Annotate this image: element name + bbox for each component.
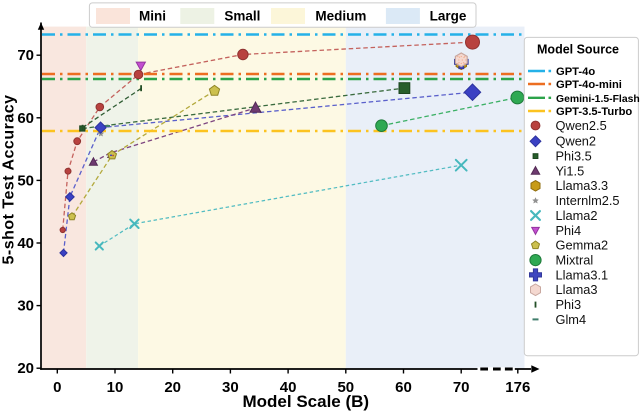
svg-text:Internlm2.5: Internlm2.5 bbox=[556, 193, 620, 208]
svg-text:176: 176 bbox=[505, 379, 530, 396]
svg-text:Medium: Medium bbox=[315, 9, 366, 24]
svg-text:5-shot Test Accuracy: 5-shot Test Accuracy bbox=[1, 94, 18, 264]
svg-text:Phi3.5: Phi3.5 bbox=[556, 149, 592, 164]
svg-text:Llama3.3: Llama3.3 bbox=[556, 178, 609, 193]
svg-text:GPT-3.5-Turbo: GPT-3.5-Turbo bbox=[556, 106, 632, 118]
svg-text:10: 10 bbox=[107, 379, 124, 396]
svg-text:Phi3: Phi3 bbox=[556, 297, 582, 312]
svg-text:50: 50 bbox=[337, 379, 354, 396]
svg-text:50: 50 bbox=[17, 172, 34, 189]
svg-text:Gemma2: Gemma2 bbox=[556, 238, 609, 253]
svg-text:Llama2: Llama2 bbox=[556, 208, 598, 223]
svg-text:GPT-4o: GPT-4o bbox=[556, 66, 595, 78]
svg-text:Glm4: Glm4 bbox=[556, 312, 587, 327]
svg-text:Small: Small bbox=[224, 9, 260, 24]
svg-text:Gemini-1.5-Flash: Gemini-1.5-Flash bbox=[556, 94, 640, 105]
svg-text:Qwen2: Qwen2 bbox=[556, 134, 597, 149]
svg-text:Model Source: Model Source bbox=[537, 43, 619, 57]
svg-text:70: 70 bbox=[453, 379, 470, 396]
svg-text:Phi4: Phi4 bbox=[556, 223, 582, 238]
svg-text:30: 30 bbox=[222, 379, 239, 396]
svg-text:Model Scale (B): Model Scale (B) bbox=[243, 392, 370, 411]
svg-text:Mixtral: Mixtral bbox=[556, 253, 594, 268]
svg-text:0: 0 bbox=[53, 379, 61, 396]
svg-text:60: 60 bbox=[395, 379, 412, 396]
svg-text:70: 70 bbox=[17, 47, 34, 64]
svg-text:40: 40 bbox=[17, 235, 34, 252]
svg-text:60: 60 bbox=[17, 110, 34, 127]
svg-text:Llama3: Llama3 bbox=[556, 282, 598, 297]
svg-text:Llama3.1: Llama3.1 bbox=[556, 267, 609, 282]
svg-text:40: 40 bbox=[280, 379, 297, 396]
svg-text:20: 20 bbox=[17, 360, 34, 377]
svg-text:Qwen2.5: Qwen2.5 bbox=[556, 118, 607, 133]
svg-text:20: 20 bbox=[164, 379, 181, 396]
svg-text:Large: Large bbox=[430, 9, 467, 24]
svg-text:Yi1.5: Yi1.5 bbox=[556, 163, 585, 178]
svg-text:Mini: Mini bbox=[139, 9, 166, 24]
svg-text:GPT-4o-mini: GPT-4o-mini bbox=[556, 79, 622, 91]
svg-text:30: 30 bbox=[17, 298, 34, 315]
